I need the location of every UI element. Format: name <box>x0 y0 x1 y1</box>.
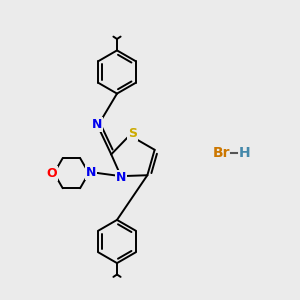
Text: N: N <box>116 171 126 184</box>
Text: Br: Br <box>213 146 231 160</box>
Text: N: N <box>86 166 96 179</box>
Text: H: H <box>239 146 250 160</box>
Text: O: O <box>46 167 57 180</box>
Text: N: N <box>92 118 102 131</box>
Text: S: S <box>128 127 137 140</box>
